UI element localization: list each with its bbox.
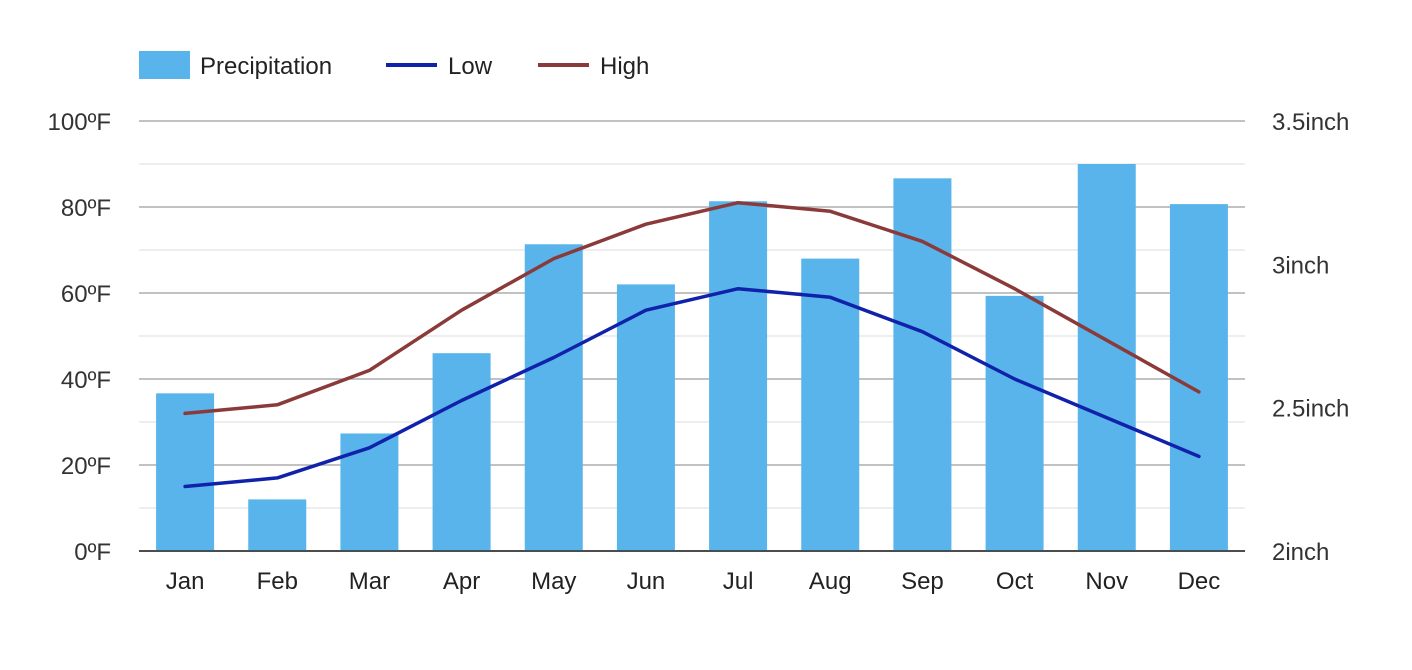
- left-tick-label: 80ºF: [61, 195, 111, 222]
- legend-label-precipitation: Precipitation: [200, 53, 332, 80]
- left-axis-temperature: 0ºF 20ºF 40ºF 60ºF 80ºF 100ºF: [48, 109, 111, 566]
- x-tick-label: Jul: [723, 568, 754, 595]
- gridlines: [139, 120, 1245, 552]
- bar-precipitation: [1077, 164, 1136, 551]
- right-axis-precipitation: 2inch 2.5inch 3inch 3.5inch: [1272, 109, 1349, 566]
- x-tick-label: Aug: [809, 568, 852, 595]
- line-low: [183, 286, 1201, 489]
- line-high: [183, 200, 1201, 416]
- legend: Precipitation Low High: [139, 51, 649, 80]
- x-tick-label: May: [531, 568, 576, 595]
- left-tick-label: 60ºF: [61, 281, 111, 308]
- legend-label-high: High: [600, 53, 649, 80]
- legend-swatch-precipitation: [139, 51, 190, 79]
- x-axis-months: Jan Feb Mar Apr May Jun Jul Aug Sep Oct Nov Dec: [166, 568, 1221, 595]
- bar-precipitation: [709, 201, 768, 551]
- x-tick-label: Mar: [349, 568, 390, 595]
- x-tick-label: Nov: [1085, 568, 1128, 595]
- bar-precipitation: [524, 244, 583, 551]
- left-tick-label: 20ºF: [61, 453, 111, 480]
- right-tick-label: 3.5inch: [1272, 109, 1349, 136]
- bar-precipitation: [156, 393, 215, 551]
- bar-precipitation: [432, 353, 491, 551]
- precipitation-bars: [139, 164, 1245, 552]
- right-tick-label: 2inch: [1272, 539, 1329, 566]
- legend-label-low: Low: [448, 53, 493, 80]
- x-tick-label: Jan: [166, 568, 205, 595]
- left-tick-label: 0ºF: [74, 539, 111, 566]
- bar-precipitation: [985, 295, 1044, 551]
- bar-precipitation: [616, 284, 675, 551]
- x-tick-label: Feb: [257, 568, 298, 595]
- temperature-lines: [183, 200, 1201, 489]
- left-tick-label: 100ºF: [48, 109, 111, 136]
- bar-precipitation: [248, 499, 307, 551]
- x-tick-label: Dec: [1178, 568, 1221, 595]
- bar-precipitation: [801, 258, 860, 551]
- x-tick-label: Apr: [443, 568, 480, 595]
- bar-precipitation: [340, 433, 399, 551]
- right-tick-label: 2.5inch: [1272, 396, 1349, 423]
- right-tick-label: 3inch: [1272, 252, 1329, 279]
- left-tick-label: 40ºF: [61, 367, 111, 394]
- x-tick-label: Oct: [996, 568, 1034, 595]
- x-tick-label: Sep: [901, 568, 944, 595]
- bar-precipitation: [1169, 204, 1228, 551]
- x-tick-label: Jun: [627, 568, 666, 595]
